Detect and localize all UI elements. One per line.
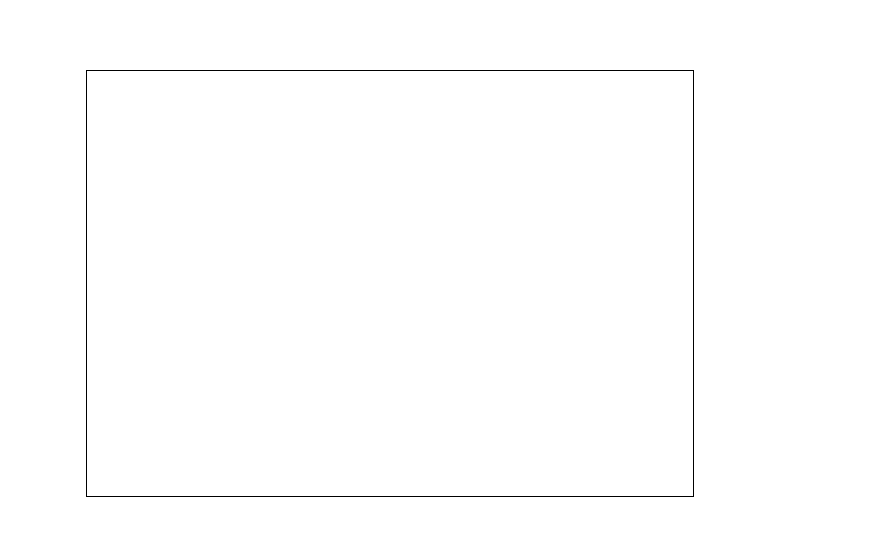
mixing-ratio-axis [0, 506, 870, 546]
skewt-grid-and-profiles [87, 71, 693, 496]
top-temperature-axis [0, 52, 870, 68]
plot-area [86, 70, 694, 497]
